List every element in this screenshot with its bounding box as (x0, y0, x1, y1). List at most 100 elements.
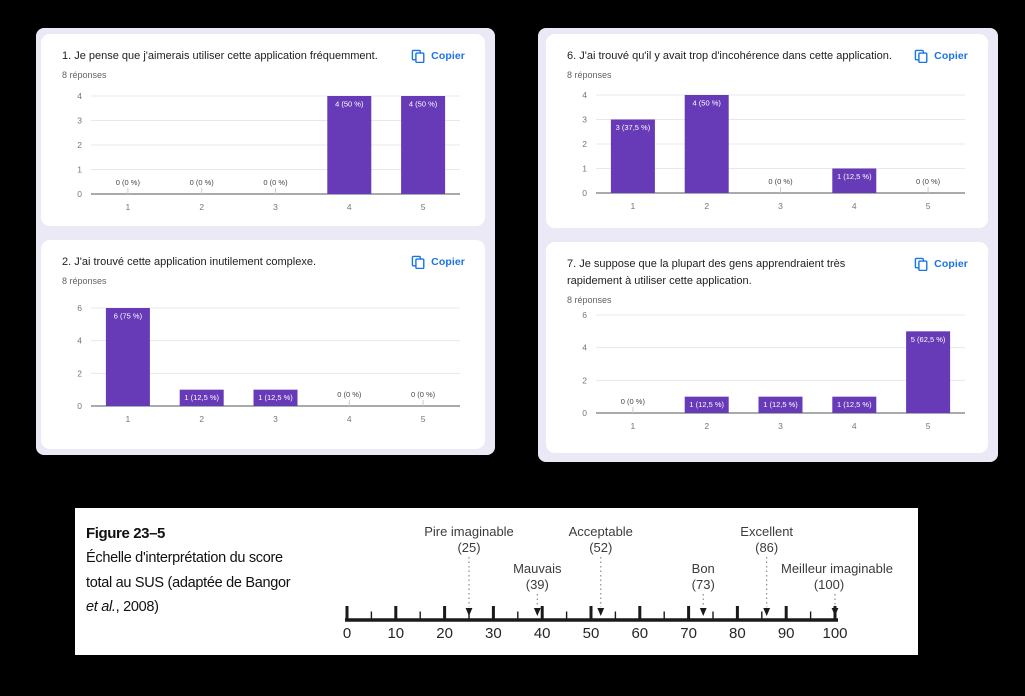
svg-text:1 (12,5 %): 1 (12,5 %) (763, 400, 798, 409)
svg-text:100: 100 (822, 625, 847, 642)
svg-text:5 (62,5 %): 5 (62,5 %) (911, 335, 946, 344)
svg-text:2: 2 (704, 421, 709, 431)
figure-title: Figure 23–5 (86, 525, 165, 542)
svg-text:2: 2 (77, 140, 82, 150)
svg-text:5: 5 (421, 202, 426, 212)
copy-icon (411, 49, 425, 63)
bar-chart-q7: 0 2 4 6 0 (0 %) 1 1 (12,5 %) 2 1 (12,5 %) 3 1 (12,… (582, 310, 965, 431)
question-card-q7: 7. Je suppose que la plupart des gens ap… (546, 242, 988, 453)
figure-caption-line1: Échelle d'interprétation du score (86, 550, 283, 567)
svg-text:70: 70 (680, 625, 697, 642)
svg-text:0 (0 %): 0 (0 %) (337, 390, 362, 399)
question-title-q6: 6. J'ai trouvé qu'il y avait trop d'inco… (567, 50, 892, 62)
svg-text:0 (0 %): 0 (0 %) (916, 177, 941, 186)
svg-text:60: 60 (631, 625, 648, 642)
svg-text:0: 0 (77, 401, 82, 411)
copy-button-q7[interactable]: Copier (910, 255, 972, 273)
question-card-q2: 2. J'ai trouvé cette application inutile… (41, 240, 485, 449)
svg-text:4 (50 %): 4 (50 %) (335, 100, 364, 109)
svg-text:2: 2 (199, 414, 204, 424)
svg-text:(73): (73) (692, 577, 715, 592)
bar-chart-q6: 0 1 2 3 4 3 (37,5 %) 1 4 (50 %) 2 0 (0 %) 3 1 (12,5… (582, 90, 965, 211)
svg-text:6: 6 (582, 310, 587, 320)
svg-text:5: 5 (421, 414, 426, 424)
bar-chart-q2: 0 2 4 6 6 (75 %) 1 1 (12,5 %) 2 1 (12,5 %) 3 0 (0 … (77, 303, 460, 424)
svg-text:3: 3 (273, 414, 278, 424)
svg-text:0 (0 %): 0 (0 %) (263, 178, 288, 187)
svg-text:Meilleur imaginable: Meilleur imaginable (781, 561, 893, 576)
svg-text:(39): (39) (526, 577, 549, 592)
svg-text:3: 3 (778, 421, 783, 431)
svg-text:1 (12,5 %): 1 (12,5 %) (184, 393, 219, 402)
figure-23-5-box: Figure 23–5 Échelle d'interprétation du … (75, 508, 918, 655)
svg-text:10: 10 (387, 625, 404, 642)
svg-text:0: 0 (582, 188, 587, 198)
svg-text:5: 5 (926, 421, 931, 431)
svg-text:6 (75 %): 6 (75 %) (114, 312, 143, 321)
figure-caption: Figure 23–5 Échelle d'interprétation du … (86, 521, 341, 619)
svg-text:90: 90 (778, 625, 795, 642)
svg-text:4: 4 (77, 336, 82, 346)
svg-text:5: 5 (926, 201, 931, 211)
svg-text:0: 0 (343, 625, 351, 642)
svg-text:Excellent: Excellent (740, 524, 793, 539)
forms-panel-right: 6. J'ai trouvé qu'il y avait trop d'inco… (538, 28, 998, 462)
svg-text:(25): (25) (457, 540, 480, 555)
question-title-q2: 2. J'ai trouvé cette application inutile… (62, 256, 317, 268)
svg-text:4: 4 (582, 90, 587, 100)
svg-text:0 (0 %): 0 (0 %) (768, 177, 793, 186)
svg-text:30: 30 (485, 625, 502, 642)
question-title-q1: 1. Je pense que j'aimerais utiliser cett… (62, 50, 378, 62)
copy-button-q1[interactable]: Copier (407, 47, 469, 65)
svg-text:6: 6 (77, 303, 82, 313)
copy-button-q6[interactable]: Copier (910, 47, 972, 65)
figure-caption-line3: et al., 2008) (86, 598, 159, 615)
svg-text:(52): (52) (589, 540, 612, 555)
svg-text:4 (50 %): 4 (50 %) (693, 99, 722, 108)
copy-button-label: Copier (431, 50, 465, 62)
svg-text:1: 1 (582, 164, 587, 174)
svg-text:0 (0 %): 0 (0 %) (621, 397, 646, 406)
svg-text:0 (0 %): 0 (0 %) (411, 390, 436, 399)
copy-button-label: Copier (934, 50, 968, 62)
question-card-q1: 1. Je pense que j'aimerais utiliser cett… (41, 34, 485, 226)
svg-text:0 (0 %): 0 (0 %) (116, 178, 141, 187)
svg-text:3: 3 (77, 116, 82, 126)
bar-chart-q1: 0 1 2 3 4 0 (0 %) 1 0 (0 %) 2 0 (0 %) 3 4 (50 %) 4 4 … (77, 91, 460, 212)
svg-text:1: 1 (77, 165, 82, 175)
copy-icon (914, 257, 928, 271)
svg-text:4: 4 (347, 202, 352, 212)
response-count-q1: 8 réponses (62, 70, 107, 80)
svg-text:1 (12,5 %): 1 (12,5 %) (258, 393, 293, 402)
svg-text:Bon: Bon (692, 561, 715, 576)
svg-text:Pire imaginable: Pire imaginable (424, 524, 514, 539)
svg-text:1 (12,5 %): 1 (12,5 %) (837, 400, 872, 409)
svg-text:4: 4 (852, 421, 857, 431)
figure-caption-line2: total au SUS (adaptée de Bangor (86, 574, 291, 591)
question-title-q7: 7. Je suppose que la plupart des gens ap… (567, 258, 846, 288)
copy-icon (914, 49, 928, 63)
svg-text:4: 4 (582, 343, 587, 353)
svg-text:(100): (100) (814, 577, 844, 592)
svg-text:2: 2 (77, 368, 82, 378)
copy-icon (411, 255, 425, 269)
svg-text:1: 1 (631, 201, 636, 211)
svg-text:80: 80 (729, 625, 746, 642)
svg-text:0 (0 %): 0 (0 %) (190, 178, 215, 187)
svg-text:2: 2 (582, 375, 587, 385)
response-count-q6: 8 réponses (567, 70, 612, 80)
forms-panel-left: 1. Je pense que j'aimerais utiliser cett… (36, 28, 495, 455)
question-card-q6: 6. J'ai trouvé qu'il y avait trop d'inco… (546, 34, 988, 228)
svg-text:1 (12,5 %): 1 (12,5 %) (837, 172, 872, 181)
svg-text:4: 4 (347, 414, 352, 424)
copy-button-label: Copier (934, 258, 968, 270)
copy-button-q2[interactable]: Copier (407, 253, 469, 271)
svg-text:Acceptable: Acceptable (569, 524, 633, 539)
svg-text:4 (50 %): 4 (50 %) (409, 100, 438, 109)
svg-text:3 (37,5 %): 3 (37,5 %) (616, 123, 651, 132)
svg-text:1: 1 (126, 202, 131, 212)
svg-text:1: 1 (126, 414, 131, 424)
svg-text:2: 2 (704, 201, 709, 211)
svg-text:(86): (86) (755, 540, 778, 555)
svg-text:4: 4 (77, 91, 82, 101)
